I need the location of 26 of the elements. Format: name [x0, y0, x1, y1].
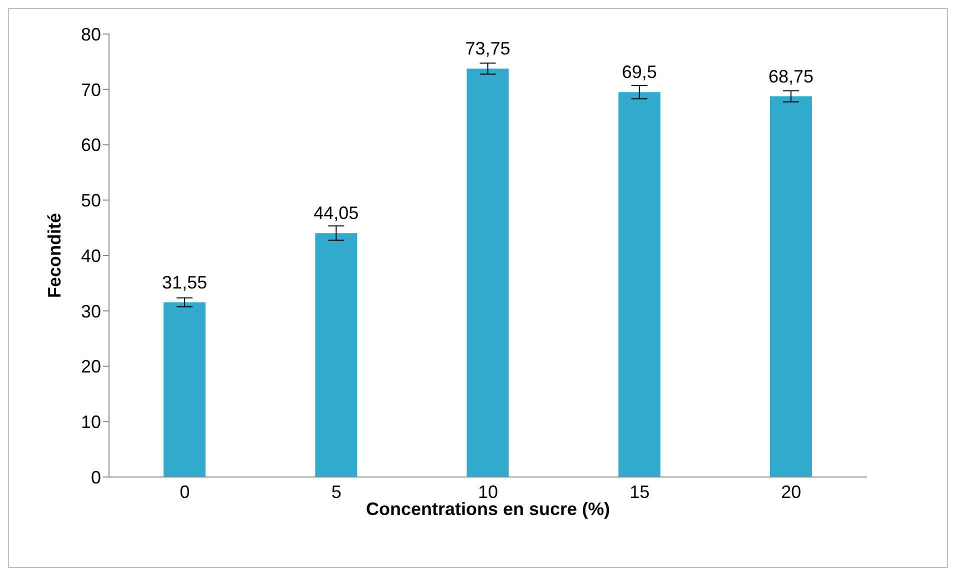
bar [618, 92, 660, 477]
bar [315, 233, 358, 477]
y-tick-label: 70 [80, 80, 101, 100]
bar [770, 96, 812, 477]
y-tick-label: 20 [80, 356, 101, 377]
y-tick-label: 30 [80, 301, 101, 322]
data-label: 68,75 [768, 66, 814, 86]
y-tick-label: 10 [80, 412, 101, 432]
y-tick-label: 60 [80, 135, 101, 156]
data-label: 44,05 [314, 203, 359, 224]
x-tick-label: 5 [331, 482, 342, 502]
bar [466, 68, 509, 477]
y-tick-label: 40 [80, 246, 101, 266]
x-axis-title: Concentrations en sucre (%) [366, 499, 610, 519]
y-tick-label: 50 [80, 190, 101, 211]
x-tick-label: 10 [478, 482, 498, 502]
data-label: 69,5 [622, 62, 657, 82]
bar [164, 302, 206, 477]
y-axis-title: Fecondité [44, 212, 64, 298]
y-tick-label: 80 [80, 24, 101, 44]
x-tick-label: 15 [630, 482, 650, 502]
x-tick-label: 20 [781, 482, 802, 502]
data-label: 31,55 [162, 272, 208, 292]
data-label: 73,75 [465, 38, 510, 59]
x-tick-label: 0 [180, 482, 190, 502]
y-tick-label: 0 [90, 467, 101, 488]
